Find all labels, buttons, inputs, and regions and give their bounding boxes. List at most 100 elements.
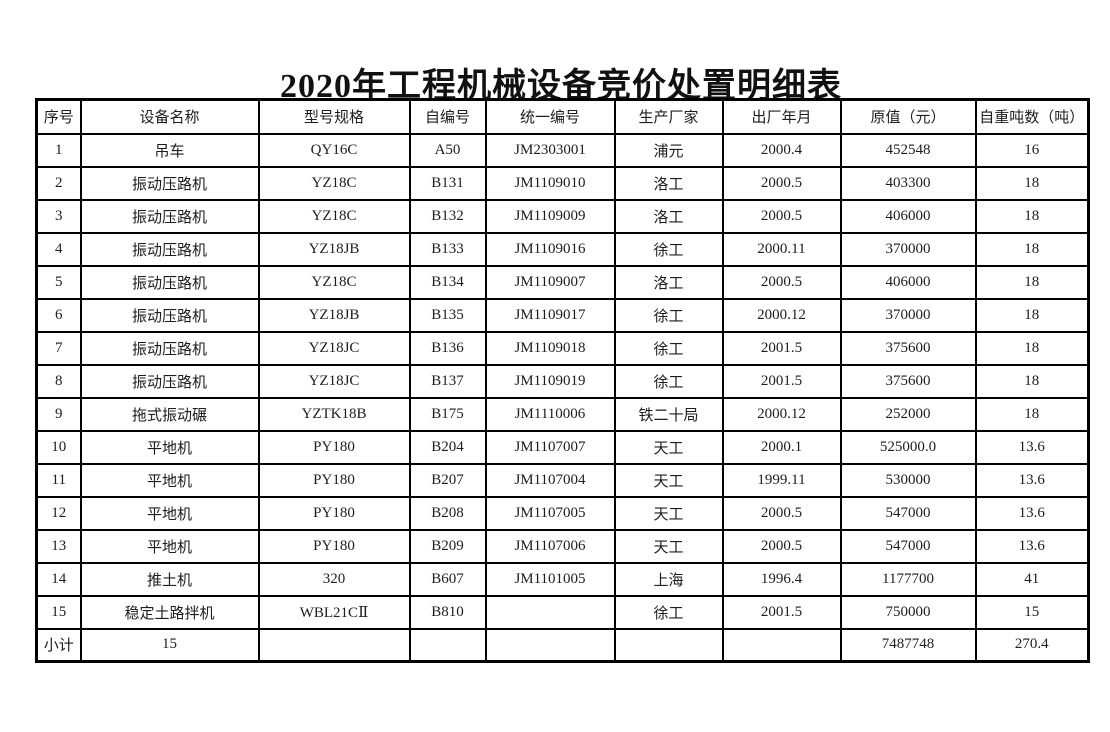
table-cell: 370000 xyxy=(839,231,977,267)
table-cell xyxy=(613,627,724,663)
table-cell: 1 xyxy=(35,132,82,168)
table-cell: 1177700 xyxy=(839,561,977,597)
table-cell: 15 xyxy=(79,627,260,663)
table-cell: 2000.12 xyxy=(721,297,842,333)
table-cell: JM1109010 xyxy=(484,165,616,201)
table-cell: 18 xyxy=(974,165,1090,201)
table-cell: 振动压路机 xyxy=(79,165,260,201)
table-cell: B135 xyxy=(408,297,487,333)
table-cell xyxy=(257,627,411,663)
table-row: 9 拖式振动碾 YZTK18B B175 JM1110006 铁二十局 2000.12 252… xyxy=(35,396,1090,432)
table-cell: 5 xyxy=(35,264,82,300)
table-cell: 天工 xyxy=(613,528,724,564)
table-cell: 2001.5 xyxy=(721,594,842,630)
table-cell: 天工 xyxy=(613,462,724,498)
table-cell: B137 xyxy=(408,363,487,399)
column-header: 生产厂家 xyxy=(613,98,724,135)
table-cell: JM1109007 xyxy=(484,264,616,300)
table-cell: 洛工 xyxy=(613,165,724,201)
table-cell: JM1109018 xyxy=(484,330,616,366)
table-header: 序号 设备名称 型号规格 自编号 统一编号 生产厂家 出厂年月 原值（元） 自重吨数（吨） xyxy=(35,98,1090,135)
table-cell: 13.6 xyxy=(974,495,1090,531)
table-cell: 15 xyxy=(974,594,1090,630)
table-row: 3 振动压路机 YZ18C B132 JM1109009 洛工 2000.5 406000 18 xyxy=(35,198,1090,234)
table-cell xyxy=(484,594,616,630)
table-cell: 6 xyxy=(35,297,82,333)
table-cell: 3 xyxy=(35,198,82,234)
table-row: 8 振动压路机 YZ18JC B137 JM1109019 徐工 2001.5 375600 1… xyxy=(35,363,1090,399)
table-cell xyxy=(721,627,842,663)
column-header: 自重吨数（吨） xyxy=(974,98,1090,135)
table-cell xyxy=(484,627,616,663)
table-cell: B207 xyxy=(408,462,487,498)
table-cell: 7 xyxy=(35,330,82,366)
table-cell: 稳定土路拌机 xyxy=(79,594,260,630)
table-cell: 12 xyxy=(35,495,82,531)
table-cell: B136 xyxy=(408,330,487,366)
table-cell: 18 xyxy=(974,297,1090,333)
table-cell: 14 xyxy=(35,561,82,597)
table-cell: 徐工 xyxy=(613,231,724,267)
table-cell: 平地机 xyxy=(79,429,260,465)
table-cell: 小计 xyxy=(35,627,82,663)
table-cell: 铁二十局 xyxy=(613,396,724,432)
table-row: 15 稳定土路拌机 WBL21CⅡ B810 徐工 2001.5 750000 15 xyxy=(35,594,1090,630)
table-row: 5 振动压路机 YZ18C B134 JM1109007 洛工 2000.5 406000 18 xyxy=(35,264,1090,300)
table-cell: PY180 xyxy=(257,495,411,531)
table-cell: 2000.5 xyxy=(721,495,842,531)
table-cell: 浦元 xyxy=(613,132,724,168)
table-cell: 4 xyxy=(35,231,82,267)
table-cell: B209 xyxy=(408,528,487,564)
column-header: 序号 xyxy=(35,98,82,135)
table-cell: 2000.11 xyxy=(721,231,842,267)
table-cell: B132 xyxy=(408,198,487,234)
table-cell: 拖式振动碾 xyxy=(79,396,260,432)
table-cell: 洛工 xyxy=(613,198,724,234)
column-header: 原值（元） xyxy=(839,98,977,135)
table-cell: YZ18JB xyxy=(257,231,411,267)
table-cell: 525000.0 xyxy=(839,429,977,465)
table-cell: 11 xyxy=(35,462,82,498)
table-row: 7 振动压路机 YZ18JC B136 JM1109018 徐工 2001.5 375600 1… xyxy=(35,330,1090,366)
table-cell: 2000.5 xyxy=(721,528,842,564)
table-cell: 13.6 xyxy=(974,528,1090,564)
table-cell: 2001.5 xyxy=(721,330,842,366)
table-cell: YZ18C xyxy=(257,165,411,201)
table-row: 2 振动压路机 YZ18C B131 JM1109010 洛工 2000.5 403300 18 xyxy=(35,165,1090,201)
table-cell: A50 xyxy=(408,132,487,168)
table-cell: 18 xyxy=(974,264,1090,300)
table-cell: 徐工 xyxy=(613,594,724,630)
table-row: 11 平地机 PY180 B207 JM1107004 天工 1999.11 530000 13… xyxy=(35,462,1090,498)
table-cell: 18 xyxy=(974,396,1090,432)
table-cell: JM1101005 xyxy=(484,561,616,597)
column-header: 统一编号 xyxy=(484,98,616,135)
table-cell: YZ18JB xyxy=(257,297,411,333)
table-row: 14 推土机 320 B607 JM1101005 上海 1996.4 1177700 41 xyxy=(35,561,1090,597)
table-cell: JM1110006 xyxy=(484,396,616,432)
table-cell: JM1107005 xyxy=(484,495,616,531)
table-cell: B133 xyxy=(408,231,487,267)
table-cell: 2000.1 xyxy=(721,429,842,465)
table-cell: 320 xyxy=(257,561,411,597)
table-body: 1 吊车 QY16C A50 JM2303001 浦元 2000.4 452548 16 2 振动压… xyxy=(35,132,1090,663)
table-cell: 15 xyxy=(35,594,82,630)
table-cell: 406000 xyxy=(839,198,977,234)
table-cell: 洛工 xyxy=(613,264,724,300)
table-cell: YZTK18B xyxy=(257,396,411,432)
table-cell: 振动压路机 xyxy=(79,198,260,234)
table-cell: 18 xyxy=(974,198,1090,234)
table-cell: 2 xyxy=(35,165,82,201)
table-cell: 375600 xyxy=(839,363,977,399)
table-cell: 振动压路机 xyxy=(79,231,260,267)
table-cell: PY180 xyxy=(257,462,411,498)
table-cell: 平地机 xyxy=(79,462,260,498)
table-cell: 13.6 xyxy=(974,462,1090,498)
table-cell: 13 xyxy=(35,528,82,564)
table-cell: JM1107006 xyxy=(484,528,616,564)
table-cell: 平地机 xyxy=(79,528,260,564)
table-cell xyxy=(408,627,487,663)
table-cell: 徐工 xyxy=(613,363,724,399)
table-cell: JM1107007 xyxy=(484,429,616,465)
table-cell: 530000 xyxy=(839,462,977,498)
